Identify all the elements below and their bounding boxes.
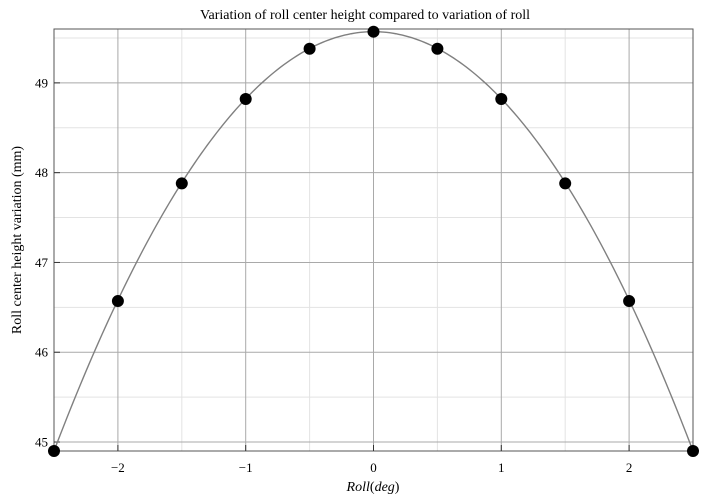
data-point <box>303 42 316 55</box>
data-point <box>495 93 508 106</box>
data-point <box>687 445 699 457</box>
data-point <box>367 25 380 38</box>
x-tick-label: 2 <box>626 460 633 475</box>
x-axis-label-variable: Roll <box>346 480 370 495</box>
data-point <box>623 295 636 308</box>
data-point <box>239 93 252 106</box>
x-tick-label: 0 <box>370 460 377 475</box>
data-point <box>48 445 60 457</box>
axis-ticks: −2 −1 0 1 2 45 46 47 48 49 <box>35 75 632 475</box>
y-tick-label: 45 <box>35 435 48 450</box>
y-axis-label: Roll center height variation (mm) <box>10 146 25 335</box>
y-tick-label: 48 <box>35 165 48 180</box>
y-tick-label: 46 <box>35 345 49 360</box>
grid <box>53 29 694 451</box>
x-axis-label-paren-open: ( <box>370 480 375 495</box>
y-tick-label: 47 <box>35 255 49 270</box>
x-tick-label: −1 <box>239 460 253 475</box>
x-axis-label-paren-close: ) <box>395 480 400 495</box>
x-axis-label: Roll(deg) <box>346 480 400 495</box>
x-tick-label: 1 <box>498 460 505 475</box>
x-axis-label-unit: deg <box>375 480 395 495</box>
data-point <box>111 295 124 308</box>
data-point <box>175 177 188 190</box>
chart-title: Variation of roll center height compared… <box>200 8 530 23</box>
data-point <box>559 177 572 190</box>
x-tick-label: −2 <box>111 460 125 475</box>
y-tick-label: 49 <box>35 75 48 90</box>
data-points <box>48 25 699 457</box>
data-point <box>431 42 444 55</box>
